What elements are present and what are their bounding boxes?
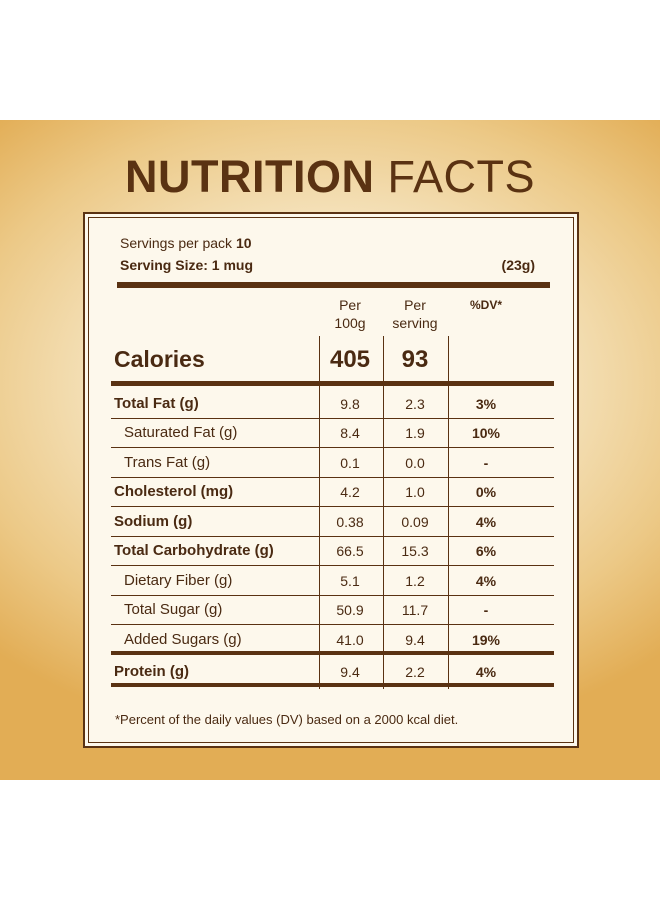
title-bold: NUTRITION [124,151,375,202]
row-divider [111,506,554,507]
header-per-100g-line1: Per [339,297,361,313]
value-per-100g: 4.2 [340,484,360,500]
value-dv: 4% [475,664,497,680]
calories-per-100g: 405 [329,346,371,373]
nutrient-row: Total Carbohydrate (g) 66.5 15.3 6% [111,536,554,566]
column-header-per-serving: Per serving [384,296,446,332]
value-dv: 0% [475,484,497,500]
nutrition-panel: Servings per pack 10 Serving Size: 1 mug… [83,212,579,748]
servings-label: Servings per pack [120,235,233,251]
calories-per-serving: 93 [401,346,429,373]
value-dv: 19% [471,632,501,648]
table-divider-3 [448,386,449,689]
serving-size-label: Serving Size: 1 mug [120,257,254,273]
table-divider-2 [383,386,384,689]
value-per-100g: 41.0 [336,632,364,648]
calories-divider-2 [383,336,384,384]
row-divider [111,565,554,566]
value-per-100g: 9.4 [340,664,360,680]
footnote: *Percent of the daily values (DV) based … [115,712,459,727]
value-per-serving: 1.9 [405,425,425,441]
calories-divider-1 [319,336,320,384]
row-divider [111,683,554,687]
value-per-100g: 5.1 [340,573,360,589]
row-divider [111,536,554,537]
nutrient-label: Dietary Fiber (g) [124,572,233,589]
title-light: FACTS [387,151,536,202]
value-per-100g: 9.8 [340,396,360,412]
value-per-serving: 2.2 [405,664,425,680]
nutrient-label: Total Fat (g) [114,395,199,412]
value-per-serving: 9.4 [405,632,425,648]
value-dv: 3% [475,396,497,412]
nutrient-row: Trans Fat (g) 0.1 0.0 - [111,448,554,478]
value-dv: - [483,602,489,618]
row-divider [111,477,554,478]
calories-divider-3 [448,336,449,384]
value-dv: 10% [471,425,501,441]
header-per-serving-line2: serving [392,315,438,331]
nutrition-facts-title: NUTRITION FACTS [0,151,660,203]
value-per-100g: 66.5 [336,543,364,559]
value-per-serving: 15.3 [401,543,429,559]
header-per-100g-line2: 100g [334,315,366,331]
nutrient-label: Saturated Fat (g) [124,424,238,441]
row-divider [111,447,554,448]
value-per-serving: 1.2 [405,573,425,589]
calories-divider [111,381,554,386]
nutrient-row: Total Sugar (g) 50.9 11.7 - [111,595,554,625]
nutrient-label: Added Sugars (g) [124,631,242,648]
nutrient-label: Trans Fat (g) [124,454,211,471]
nutrient-label: Protein (g) [114,663,189,680]
nutrient-row: Sodium (g) 0.38 0.09 4% [111,507,554,537]
calories-label: Calories [114,346,205,372]
row-divider [111,418,554,419]
nutrient-label: Total Sugar (g) [124,601,223,618]
value-per-100g: 0.38 [336,514,364,530]
nutrient-row: Total Fat (g) 9.8 2.3 3% [111,389,554,419]
nutrient-row: Added Sugars (g) 41.0 9.4 19% [111,625,554,655]
value-dv: 4% [475,514,497,530]
row-divider [111,595,554,596]
nutrient-label: Total Carbohydrate (g) [114,542,274,559]
value-per-serving: 2.3 [405,396,425,412]
value-per-serving: 0.09 [401,514,429,530]
value-per-100g: 8.4 [340,425,360,441]
nutrient-row: Dietary Fiber (g) 5.1 1.2 4% [111,566,554,596]
row-divider [111,624,554,625]
nutrient-row: Cholesterol (mg) 4.2 1.0 0% [111,477,554,507]
value-per-serving: 0.0 [405,455,425,471]
nutrition-panel-inner: Servings per pack 10 Serving Size: 1 mug… [88,217,574,743]
servings-value: 10 [235,235,252,251]
value-per-serving: 11.7 [401,602,429,618]
value-per-100g: 0.1 [340,455,360,471]
nutrient-row: Protein (g) 9.4 2.2 4% [111,657,554,687]
header-per-serving-line1: Per [404,297,426,313]
serving-size-value: (23g) [501,257,535,273]
table-divider-1 [319,386,320,689]
value-dv: 4% [475,573,497,589]
nutrient-label: Sodium (g) [114,513,193,530]
value-dv: - [483,455,489,471]
top-divider [117,282,550,288]
value-per-100g: 50.9 [336,602,364,618]
column-header-per-100g: Per 100g [319,296,381,332]
value-dv: 6% [475,543,497,559]
column-header-dv: %DV* [469,298,502,312]
nutrient-row: Saturated Fat (g) 8.4 1.9 10% [111,418,554,448]
row-divider [111,651,554,655]
value-per-serving: 1.0 [405,484,425,500]
servings-per-pack: Servings per pack 10 [120,235,252,251]
nutrient-label: Cholesterol (mg) [114,483,234,500]
